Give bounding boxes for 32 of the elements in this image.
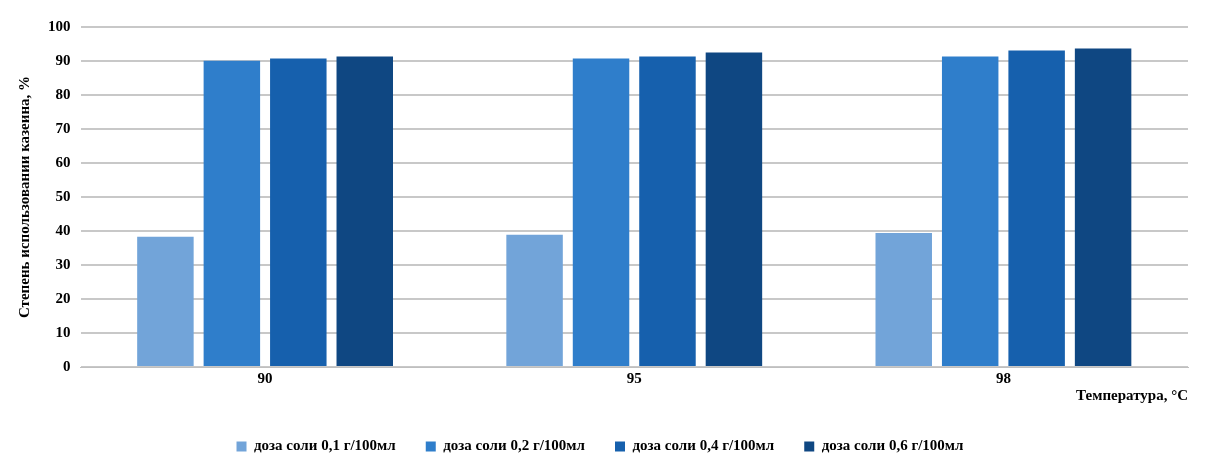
y-tick-label: 100 [48,17,71,34]
bar [705,52,763,366]
bar [270,58,327,366]
y-tick-label: 80 [55,85,71,102]
x-tick-label: 95 [626,369,642,386]
x-axis-title: Температура, °C [1076,386,1188,403]
y-tick-label: 40 [55,221,71,238]
y-tick-label: 10 [55,323,71,340]
y-axis-title: Степень использовании казеина, % [15,75,32,319]
y-tick-label: 60 [55,153,71,170]
bar [137,236,194,366]
bar [941,56,999,366]
bar [875,233,932,366]
y-tick-label: 30 [55,255,71,272]
legend-label: доза соли 0,1 г/100мл [254,437,397,454]
y-tick-label: 70 [55,119,71,136]
y-tick-label: 20 [55,289,71,306]
bar [1008,50,1065,366]
x-tick-label: 90 [257,369,273,386]
x-tick-label: 98 [995,369,1011,386]
bar [1074,48,1132,366]
legend-label: доза соли 0,6 г/100мл [821,437,965,454]
bar [336,56,393,366]
y-tick-label: 50 [55,187,71,204]
y-tick-label: 90 [55,51,71,68]
legend-label: доза соли 0,2 г/100мл [443,437,586,454]
bar [572,58,630,366]
bar [639,56,696,366]
y-tick-label: 0 [63,357,71,374]
legend-label: доза соли 0,4 г/100мл [632,437,775,454]
bar [203,60,261,366]
bar [506,234,563,366]
